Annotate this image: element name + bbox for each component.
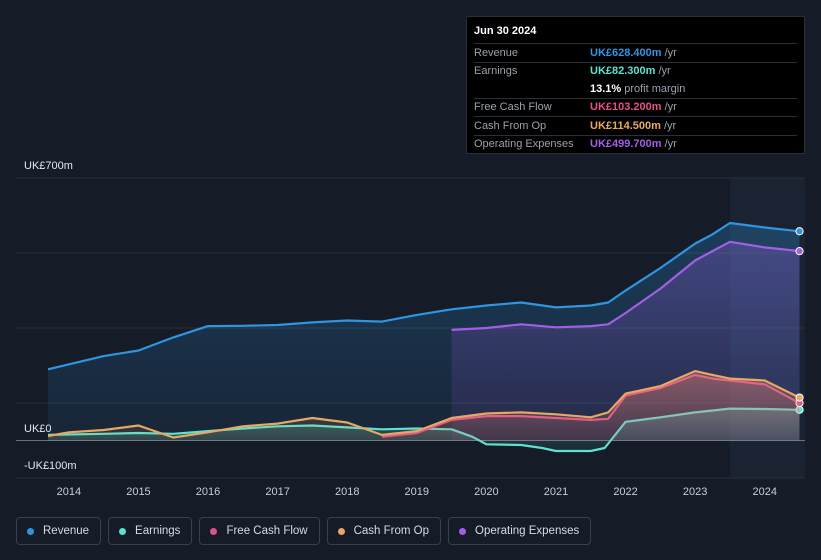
y-label-top: UK£700m xyxy=(24,160,73,172)
tooltip-unit: /yr xyxy=(663,119,677,132)
tooltip-row-fcf: Free Cash Flow UK£103.200m /yr xyxy=(474,97,797,117)
legend-label: Cash From Op xyxy=(353,525,430,537)
legend-label: Revenue xyxy=(43,525,90,537)
tooltip-unit: /yr xyxy=(664,138,677,151)
tooltip-row-opex: Operating Expenses UK£499.700m /yr xyxy=(474,134,797,154)
tooltip-value: UK£82.300m xyxy=(590,65,656,78)
tooltip-value: UK£628.400m xyxy=(590,46,662,59)
legend-item-operating-expenses[interactable]: Operating Expenses xyxy=(448,517,592,545)
revenue-line xyxy=(47,221,800,371)
tooltip-unit: /yr xyxy=(664,46,677,59)
x-tick-label: 2017 xyxy=(265,486,289,498)
tooltip-label: Cash From Op xyxy=(474,119,547,132)
tooltip-label: Revenue xyxy=(474,46,519,59)
x-tick-label: 2022 xyxy=(613,486,637,498)
cash-from-op-area xyxy=(48,371,800,441)
x-tick-label: 2024 xyxy=(752,486,776,498)
operating-expenses-line xyxy=(451,240,800,331)
y-label-zero: UK£0 xyxy=(24,423,52,435)
legend-item-revenue[interactable]: Revenue xyxy=(16,517,102,545)
y-label-bottom: -UK£100m xyxy=(24,460,77,472)
revenue-end-point xyxy=(795,227,804,236)
tooltip-value: UK£103.200m xyxy=(590,101,662,114)
tooltip-row-earnings: Earnings UK£82.300m /yr xyxy=(474,61,797,81)
legend-item-free-cash-flow[interactable]: Free Cash Flow xyxy=(199,517,320,545)
x-tick-label: 2016 xyxy=(196,486,220,498)
legend-item-earnings[interactable]: Earnings xyxy=(108,517,193,545)
legend-dot-icon xyxy=(337,527,345,535)
tooltip-date: Jun 30 2024 xyxy=(474,25,537,37)
x-tick-label: 2021 xyxy=(544,486,568,498)
tooltip-value: UK£114.500m xyxy=(590,119,661,132)
tooltip-unit: profit margin xyxy=(624,82,686,95)
legend-label: Operating Expenses xyxy=(475,525,580,537)
x-tick-label: 2014 xyxy=(57,486,81,498)
legend-dot-icon xyxy=(459,527,467,535)
legend: Revenue Earnings Free Cash Flow Cash Fro… xyxy=(16,517,598,545)
tooltip-label: Earnings xyxy=(474,65,518,78)
x-tick-label: 2015 xyxy=(126,486,150,498)
legend-label: Earnings xyxy=(135,525,181,537)
cash-from-op-line xyxy=(47,370,800,439)
tooltip-label: Free Cash Flow xyxy=(474,101,552,114)
legend-dot-icon xyxy=(27,527,34,535)
tooltip-label: Operating Expenses xyxy=(474,138,574,151)
tooltip-row-cfo: Cash From Op UK£114.500m /yr xyxy=(474,116,797,135)
tooltip-unit: /yr xyxy=(658,65,671,78)
tooltip-value: UK£499.700m xyxy=(590,138,662,151)
tooltip-row-margin: 13.1% profit margin xyxy=(474,80,797,98)
x-tick-label: 2020 xyxy=(474,486,498,498)
legend-dot-icon xyxy=(119,527,127,535)
legend-dot-icon xyxy=(210,527,218,535)
legend-label: Free Cash Flow xyxy=(226,525,308,537)
legend-item-cash-from-op[interactable]: Cash From Op xyxy=(326,517,442,545)
cash-from-op-end-point xyxy=(795,393,804,402)
x-tick-label: 2019 xyxy=(405,486,429,498)
chart-area: 2014 2015 2016 2017 2018 2019 2020 2021 2022 2023… xyxy=(16,177,805,498)
tooltip-unit: /yr xyxy=(664,101,677,114)
x-tick-label: 2018 xyxy=(335,486,359,498)
operating-expenses-end-point xyxy=(795,247,804,256)
tooltip-value: 13.1% xyxy=(590,82,622,95)
tooltip: Jun 30 2024 Revenue UK£628.400m /yr Earn… xyxy=(466,16,805,154)
x-tick-label: 2023 xyxy=(683,486,707,498)
tooltip-row-revenue: Revenue UK£628.400m /yr xyxy=(474,43,797,62)
